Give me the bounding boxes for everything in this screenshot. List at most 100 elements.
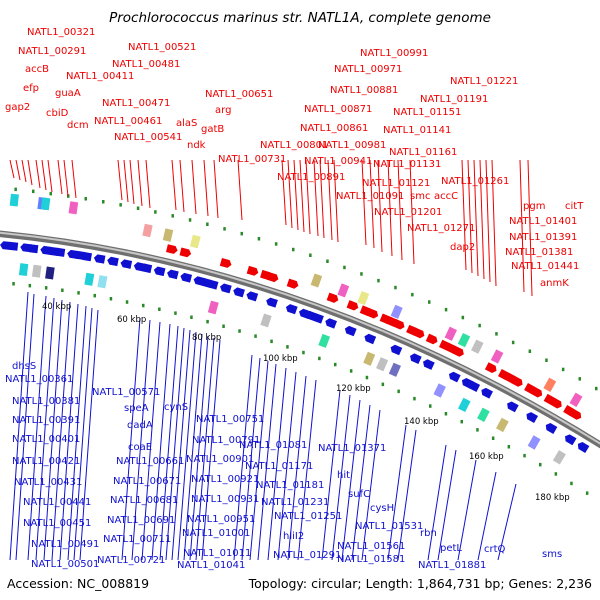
gene-label[interactable]: NATL1_00441 xyxy=(23,497,91,508)
gene-label[interactable]: NATL1_00401 xyxy=(12,434,80,445)
gene-label[interactable]: coaE xyxy=(128,442,152,453)
gene-label[interactable]: accC xyxy=(434,191,458,202)
gene-label[interactable]: NATL1_01251 xyxy=(274,511,342,522)
gene-label[interactable]: NATL1_01001 xyxy=(182,528,250,539)
gene-label[interactable]: NATL1_01181 xyxy=(256,480,324,491)
gene-label[interactable]: cynS xyxy=(164,402,188,413)
gene-label[interactable]: NATL1_01131 xyxy=(373,159,441,170)
gene-label[interactable]: NATL1_00931 xyxy=(191,494,259,505)
gene-label[interactable]: NATL1_01581 xyxy=(337,554,405,565)
gene-label[interactable]: cbiD xyxy=(46,108,69,119)
gene-label[interactable]: NATL1_01401 xyxy=(509,216,577,227)
gene-label[interactable]: pgm xyxy=(523,201,545,212)
gene-label[interactable]: hliI2 xyxy=(283,531,304,542)
gene-label[interactable]: smc xyxy=(410,191,430,202)
gene-label[interactable]: guaA xyxy=(55,88,81,99)
gene-label[interactable]: NATL1_01561 xyxy=(337,541,405,552)
gene-label[interactable]: NATL1_01201 xyxy=(374,207,442,218)
gene-label[interactable]: NATL1_01121 xyxy=(362,178,430,189)
gene-label[interactable]: NATL1_00451 xyxy=(23,518,91,529)
gene-label[interactable]: crtQ xyxy=(484,544,506,555)
gene-label[interactable]: NATL1_00391 xyxy=(12,415,80,426)
gene-label[interactable]: NATL1_01371 xyxy=(318,443,386,454)
gene-label[interactable]: NATL1_01011 xyxy=(183,548,251,559)
gene-label[interactable]: NATL1_00431 xyxy=(14,477,82,488)
gene-label[interactable]: NATL1_00991 xyxy=(360,48,428,59)
gene-label[interactable]: NATL1_00651 xyxy=(205,89,273,100)
gene-label[interactable]: dcm xyxy=(67,120,89,131)
gene-label[interactable]: NATL1_00941 xyxy=(304,156,372,167)
gene-label[interactable]: NATL1_01231 xyxy=(261,497,329,508)
gene-label[interactable]: cysH xyxy=(370,503,394,514)
gene-label[interactable]: NATL1_00801 xyxy=(260,140,328,151)
gene-label[interactable]: dhsS xyxy=(12,361,36,372)
gene-label[interactable]: NATL1_00661 xyxy=(116,456,184,467)
gene-label[interactable]: NATL1_00461 xyxy=(94,116,162,127)
gene-label[interactable]: NATL1_01271 xyxy=(407,223,475,234)
gene-label[interactable]: NATL1_00731 xyxy=(218,154,286,165)
gene-label[interactable]: dap2 xyxy=(450,242,475,253)
gene-label[interactable]: NATL1_00521 xyxy=(128,42,196,53)
gene-label[interactable]: NATL1_00691 xyxy=(107,515,175,526)
gene-label[interactable]: gatB xyxy=(201,124,224,135)
gene-label[interactable]: NATL1_00891 xyxy=(277,172,345,183)
gene-label[interactable]: NATL1_00291 xyxy=(18,46,86,57)
gene-label[interactable]: NATL1_00881 xyxy=(330,85,398,96)
gene-label[interactable]: NATL1_00321 xyxy=(27,27,95,38)
gene-label[interactable]: NATL1_00751 xyxy=(196,414,264,425)
gene-label[interactable]: NATL1_00921 xyxy=(191,474,259,485)
gene-label[interactable]: NATL1_01091 xyxy=(336,191,404,202)
gene-label[interactable]: NATL1_01291 xyxy=(273,550,341,561)
gene-label[interactable]: NATL1_01261 xyxy=(441,176,509,187)
gene-label[interactable]: petL xyxy=(440,543,462,554)
gene-label[interactable]: NATL1_00951 xyxy=(187,514,255,525)
gene-label[interactable]: NATL1_00681 xyxy=(110,495,178,506)
gene-label[interactable]: NATL1_00421 xyxy=(12,456,80,467)
gene-label[interactable]: arg xyxy=(215,105,231,116)
gene-label[interactable]: NATL1_00971 xyxy=(334,64,402,75)
gene-label[interactable]: NATL1_01441 xyxy=(511,261,579,272)
gene-label[interactable]: NATL1_01141 xyxy=(383,125,451,136)
gene-label[interactable]: alaS xyxy=(176,118,197,129)
gene-label[interactable]: hit xyxy=(337,470,350,481)
gene-label[interactable]: NATL1_01081 xyxy=(239,440,307,451)
gene-label[interactable]: NATL1_00381 xyxy=(12,396,80,407)
gene-label[interactable]: NATL1_00491 xyxy=(31,539,99,550)
gene-label[interactable]: efp xyxy=(23,83,39,94)
gene-label[interactable]: NATL1_01151 xyxy=(393,107,461,118)
gene-label[interactable]: NATL1_00871 xyxy=(304,104,372,115)
gene-label[interactable]: NATL1_00361 xyxy=(5,374,73,385)
gene-label[interactable]: NATL1_00901 xyxy=(186,454,254,465)
gene-label[interactable]: NATL1_01041 xyxy=(177,560,245,571)
gene-label[interactable]: NATL1_00791 xyxy=(192,435,260,446)
gene-label[interactable]: NATL1_01161 xyxy=(389,147,457,158)
gene-label[interactable]: sms xyxy=(542,549,562,560)
gene-label[interactable]: dadA xyxy=(127,420,153,431)
gene-label[interactable]: NATL1_00541 xyxy=(114,132,182,143)
gene-label[interactable]: NATL1_00571 xyxy=(92,387,160,398)
gene-label[interactable]: NATL1_00721 xyxy=(97,555,165,566)
gene-label[interactable]: NATL1_00411 xyxy=(66,71,134,82)
gene-label[interactable]: NATL1_00981 xyxy=(318,140,386,151)
gene-label[interactable]: NATL1_00501 xyxy=(31,559,99,570)
gene-label[interactable]: ndk xyxy=(187,140,206,151)
gene-label[interactable]: NATL1_01381 xyxy=(505,247,573,258)
gene-label[interactable]: NATL1_01531 xyxy=(355,521,423,532)
gene-label[interactable]: NATL1_01221 xyxy=(450,76,518,87)
gene-label[interactable]: NATL1_00711 xyxy=(103,534,171,545)
gene-label[interactable]: rbn xyxy=(420,528,437,539)
gene-label[interactable]: anmK xyxy=(540,278,569,289)
gene-label[interactable]: speA xyxy=(124,403,149,414)
gene-label[interactable]: NATL1_01391 xyxy=(509,232,577,243)
gene-label[interactable]: gap2 xyxy=(5,102,30,113)
gene-label[interactable]: NATL1_00471 xyxy=(102,98,170,109)
gene-label[interactable]: accB xyxy=(25,64,49,75)
gene-label[interactable]: NATL1_00481 xyxy=(112,59,180,70)
gene-label[interactable]: NATL1_00861 xyxy=(300,123,368,134)
gene-label[interactable]: citT xyxy=(565,201,584,212)
gene-label[interactable]: NATL1_01171 xyxy=(245,461,313,472)
gene-label[interactable]: NATL1_00671 xyxy=(113,476,181,487)
gene-label[interactable]: NATL1_01191 xyxy=(420,94,488,105)
gene-label[interactable]: sufC xyxy=(348,489,370,500)
gene-label[interactable]: NATL1_01881 xyxy=(418,560,486,571)
